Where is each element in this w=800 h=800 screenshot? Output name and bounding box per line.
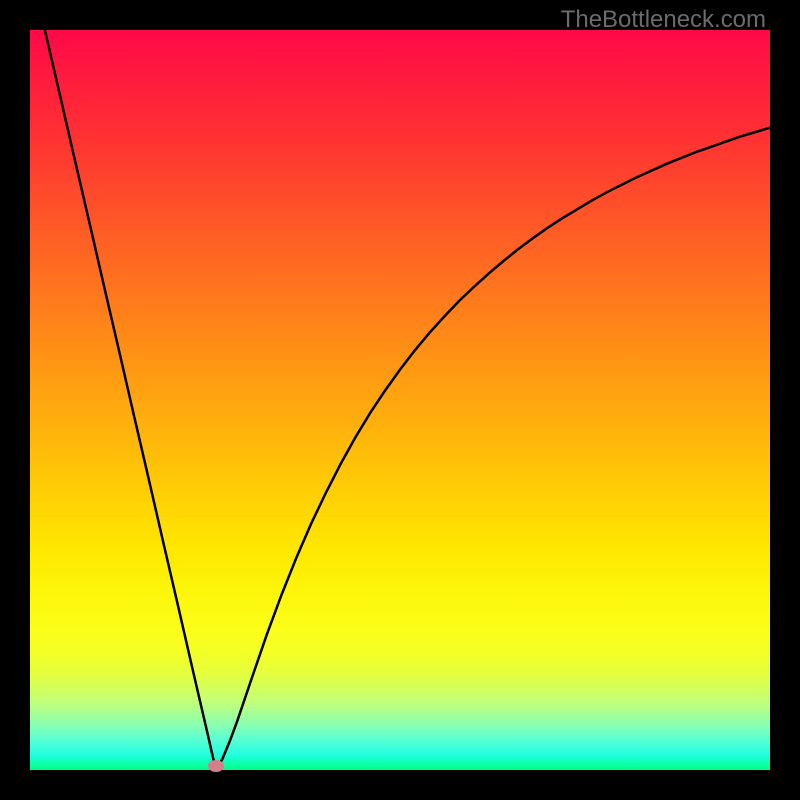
chart-frame: TheBottleneck.com bbox=[0, 0, 800, 800]
plot-area bbox=[30, 30, 770, 770]
bottleneck-curve bbox=[30, 30, 770, 770]
min-point-marker bbox=[208, 760, 224, 772]
watermark-text: TheBottleneck.com bbox=[561, 6, 766, 34]
